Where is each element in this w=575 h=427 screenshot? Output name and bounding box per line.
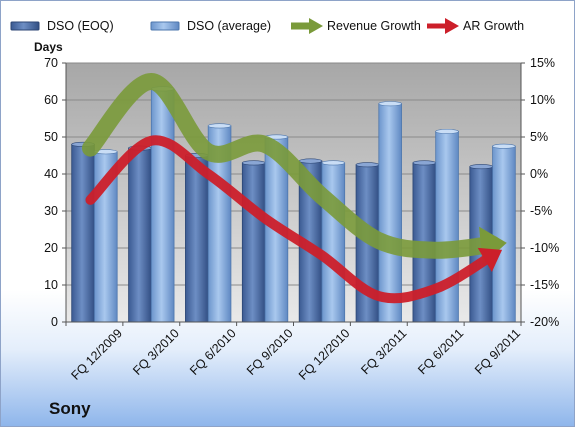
y-tick-label: 60 bbox=[44, 93, 58, 107]
legend-label: AR Growth bbox=[463, 19, 524, 33]
y2-tick-label: 5% bbox=[530, 130, 548, 144]
y-tick-label: 10 bbox=[44, 278, 58, 292]
legend-label: DSO (average) bbox=[187, 19, 271, 33]
x-tick-label: FQ 3/2011 bbox=[358, 326, 409, 377]
y2-tick-label: 10% bbox=[530, 93, 555, 107]
y2-tick-label: -5% bbox=[530, 204, 552, 218]
bar-top bbox=[207, 123, 232, 129]
legend-arrowhead bbox=[309, 18, 323, 34]
series-arrowhead bbox=[477, 247, 503, 273]
bar-top bbox=[469, 164, 493, 170]
y-tick-label: 50 bbox=[44, 130, 58, 144]
y-tick-label: 0 bbox=[51, 315, 58, 329]
company-label: Sony bbox=[49, 399, 91, 418]
bar bbox=[128, 147, 152, 323]
x-tick-label: FQ 9/2011 bbox=[472, 326, 523, 377]
bar-top bbox=[355, 162, 380, 168]
y2-tick-label: 0% bbox=[530, 167, 548, 181]
bar-top bbox=[412, 160, 436, 166]
bar-top bbox=[435, 128, 459, 134]
legend-swatch bbox=[150, 21, 180, 31]
bar bbox=[71, 143, 95, 323]
y2-tick-label: -15% bbox=[530, 278, 559, 292]
x-tick-label: FQ 3/2010 bbox=[130, 326, 182, 378]
y2-tick-label: -20% bbox=[530, 315, 559, 329]
legend-swatch bbox=[10, 21, 40, 31]
bar bbox=[185, 155, 209, 323]
bar bbox=[492, 145, 516, 323]
bar-top bbox=[298, 158, 323, 164]
bar bbox=[241, 162, 266, 323]
y2-tick-label: -10% bbox=[530, 241, 559, 255]
x-tick-label: FQ 6/2011 bbox=[415, 326, 466, 377]
bar-top bbox=[242, 160, 266, 166]
series-line bbox=[85, 135, 498, 304]
y-tick-label: 20 bbox=[44, 241, 58, 255]
x-tick-label: FQ 12/2010 bbox=[296, 326, 353, 383]
y-tick-label: 40 bbox=[44, 167, 58, 181]
legend-arrowhead bbox=[445, 18, 459, 34]
y-tick-label: 70 bbox=[44, 56, 58, 70]
bar bbox=[150, 88, 175, 323]
y2-tick-label: 15% bbox=[530, 56, 555, 70]
x-tick-label: FQ 9/2010 bbox=[244, 326, 296, 378]
series-line bbox=[81, 73, 502, 259]
x-tick-label: FQ 12/2009 bbox=[68, 326, 125, 383]
y-axis-title: Days bbox=[34, 40, 63, 54]
bar-top bbox=[321, 160, 345, 166]
bar-top bbox=[378, 101, 402, 107]
x-tick-label: FQ 6/2010 bbox=[187, 326, 239, 378]
y-tick-label: 30 bbox=[44, 204, 58, 218]
bar-top bbox=[492, 143, 516, 149]
legend-label: Revenue Growth bbox=[327, 19, 421, 33]
bar bbox=[321, 162, 346, 323]
legend-label: DSO (EOQ) bbox=[47, 19, 114, 33]
bar bbox=[435, 131, 459, 323]
bar bbox=[378, 103, 402, 323]
